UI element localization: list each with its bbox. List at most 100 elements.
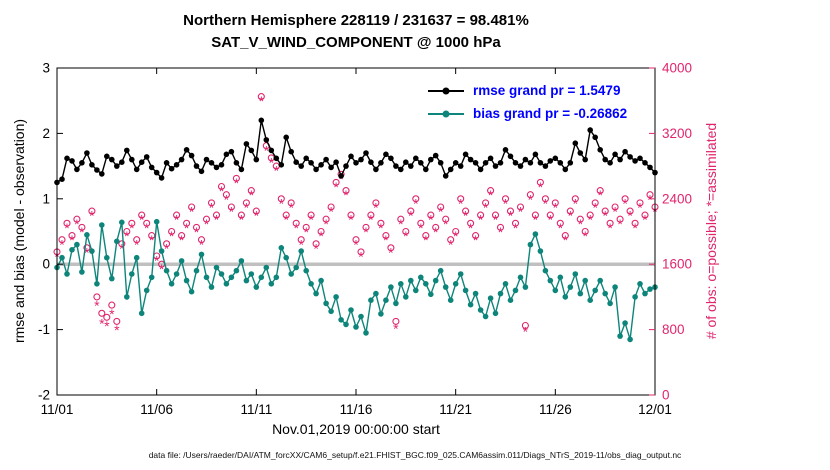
svg-text:*: * (597, 187, 603, 203)
svg-text:*: * (348, 212, 354, 228)
svg-text:*: * (393, 321, 399, 337)
svg-text:*: * (99, 316, 105, 332)
svg-text:*: * (214, 212, 220, 228)
svg-text:*: * (149, 232, 155, 248)
svg-text:*: * (528, 191, 534, 207)
svg-text:*: * (433, 224, 439, 240)
svg-text:*: * (343, 187, 349, 203)
svg-text:*: * (408, 208, 414, 224)
title-line-2: SAT_V_WIND_COMPONENT @ 1000 hPa (211, 34, 501, 51)
svg-text:*: * (498, 224, 504, 240)
svg-text:0: 0 (662, 388, 670, 403)
svg-text:*: * (458, 195, 464, 211)
svg-text:*: * (283, 212, 289, 228)
svg-text:*: * (164, 240, 170, 256)
chart-title: Northern Hemisphere 228119 / 231637 = 98… (57, 10, 655, 54)
svg-text:*: * (578, 216, 584, 232)
svg-text:3: 3 (42, 61, 50, 76)
svg-text:*: * (318, 228, 324, 244)
svg-text:*: * (74, 216, 80, 232)
title-line-1: Northern Hemisphere 228119 / 231637 = 98… (183, 12, 529, 29)
svg-text:*: * (313, 240, 319, 256)
svg-text:*: * (637, 200, 643, 216)
svg-text:*: * (368, 212, 374, 228)
svg-text:11/16: 11/16 (340, 402, 373, 417)
svg-text:*: * (353, 236, 359, 252)
svg-text:*: * (413, 195, 419, 211)
svg-text:*: * (373, 200, 379, 216)
svg-text:*: * (612, 204, 618, 220)
svg-text:*: * (264, 142, 270, 158)
svg-text:*: * (473, 232, 479, 248)
svg-text:*: * (169, 228, 175, 244)
svg-text:*: * (493, 212, 499, 228)
svg-text:*: * (194, 224, 200, 240)
svg-text:2: 2 (42, 126, 50, 141)
svg-text:*: * (463, 208, 469, 224)
svg-text:*: * (418, 220, 424, 236)
svg-text:*: * (119, 240, 125, 256)
svg-text:*: * (333, 179, 339, 195)
svg-text:*: * (69, 232, 75, 248)
svg-text:*: * (84, 244, 90, 260)
svg-text:*: * (533, 212, 539, 228)
svg-text:*: * (134, 236, 140, 252)
axis-ticks-and-labels: 11/01 11/06 11/11 11/16 11/21 11/26 12/01 -2 -1 0… (38, 61, 692, 418)
svg-text:*: * (383, 232, 389, 248)
svg-text:1: 1 (42, 191, 50, 206)
svg-text:*: * (174, 212, 180, 228)
svg-text:11/21: 11/21 (439, 402, 472, 417)
svg-text:*: * (488, 187, 494, 203)
svg-text:-1: -1 (38, 322, 50, 337)
svg-text:*: * (79, 224, 85, 240)
svg-text:*: * (298, 236, 304, 252)
svg-text:*: * (438, 204, 444, 220)
svg-text:*: * (553, 200, 559, 216)
obs_assimilated-series: ********** ******************************… (54, 93, 658, 340)
svg-text:*: * (513, 220, 519, 236)
svg-text:*: * (129, 220, 135, 236)
svg-text:*: * (293, 220, 299, 236)
bias-series (54, 218, 658, 343)
svg-text:*: * (518, 204, 524, 220)
svg-text:*: * (139, 212, 145, 228)
svg-text:*: * (59, 236, 65, 252)
svg-text:*: * (104, 318, 110, 334)
svg-text:4000: 4000 (662, 61, 692, 76)
svg-text:*: * (428, 212, 434, 228)
svg-text:*: * (642, 212, 648, 228)
svg-text:*: * (184, 220, 190, 236)
svg-text:*: * (239, 212, 245, 228)
svg-text:*: * (189, 204, 195, 220)
svg-text:*: * (468, 220, 474, 236)
svg-text:*: * (358, 249, 364, 265)
svg-text:*: * (274, 163, 280, 179)
svg-text:*: * (64, 220, 70, 236)
svg-text:*: * (503, 195, 509, 211)
svg-text:*: * (209, 200, 215, 216)
y-axis-label-right: # of obs: o=possible; *=assimilated (703, 122, 719, 340)
svg-text:*: * (548, 212, 554, 228)
svg-text:*: * (279, 195, 285, 211)
svg-text:*: * (523, 324, 529, 340)
y-axis-label-left: rmse and bias (model - observation) (11, 118, 27, 344)
svg-text:-2: -2 (38, 388, 50, 403)
svg-text:*: * (89, 208, 95, 224)
svg-text:11/06: 11/06 (140, 402, 173, 417)
svg-text:*: * (388, 244, 394, 260)
svg-text:*: * (124, 228, 130, 244)
svg-text:2400: 2400 (662, 191, 692, 206)
svg-text:*: * (303, 224, 309, 240)
svg-text:*: * (622, 195, 628, 211)
svg-text:*: * (109, 306, 115, 322)
svg-text:*: * (563, 232, 569, 248)
svg-text:*: * (478, 212, 484, 228)
svg-text:*: * (617, 216, 623, 232)
svg-text:*: * (448, 236, 454, 252)
obs_possible-series (53, 93, 659, 330)
legend-label-bias: bias grand pr = -0.26862 (473, 106, 628, 121)
svg-text:*: * (602, 208, 608, 224)
svg-text:*: * (378, 220, 384, 236)
svg-text:*: * (224, 191, 230, 207)
